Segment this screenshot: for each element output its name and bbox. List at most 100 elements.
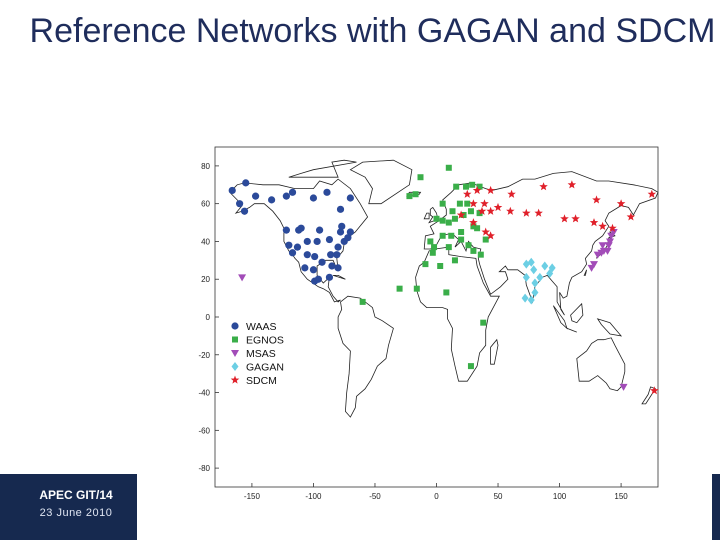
station-point-egnos (470, 247, 477, 254)
station-point-waas (315, 226, 324, 234)
station-point-egnos (449, 208, 456, 215)
station-point-gagan (527, 257, 535, 267)
station-point-sdcm (534, 208, 543, 217)
station-point-egnos (413, 285, 420, 292)
landmass-outline (576, 337, 626, 392)
station-point-sdcm (456, 210, 466, 219)
footer-panel (0, 474, 137, 540)
station-point-waas (309, 266, 318, 274)
station-point-egnos (480, 319, 487, 326)
landmass-outline (337, 295, 394, 418)
station-point-egnos (439, 200, 446, 207)
station-point-waas (318, 258, 326, 266)
legend-label-sdcm: SDCM (246, 375, 277, 387)
station-point-waas (311, 252, 319, 261)
station-point-sdcm (480, 199, 489, 208)
station-point-egnos (443, 289, 450, 296)
series-msas (238, 229, 628, 391)
landmass-outline (641, 386, 657, 405)
station-point-egnos (474, 225, 481, 232)
station-point-sdcm (608, 223, 617, 232)
x-tick-label: 50 (494, 492, 503, 500)
station-point-sdcm (616, 199, 626, 208)
station-point-sdcm (507, 189, 516, 198)
station-markers (228, 164, 659, 395)
station-point-egnos (476, 210, 483, 217)
station-point-waas (336, 228, 345, 236)
station-point-sdcm (506, 206, 515, 215)
station-point-egnos (439, 217, 446, 224)
station-point-msas (590, 261, 599, 269)
y-tick-label: -80 (198, 464, 210, 473)
station-point-egnos (470, 223, 477, 230)
station-point-waas (303, 251, 311, 259)
legend-label-gagan: GAGAN (246, 362, 284, 374)
station-point-gagan (530, 265, 538, 275)
station-point-msas (587, 264, 596, 272)
station-point-egnos (463, 183, 470, 190)
station-point-egnos (467, 208, 474, 215)
station-point-gagan (546, 269, 554, 279)
station-point-sdcm (477, 206, 487, 215)
station-point-egnos (422, 261, 429, 268)
station-point-waas (325, 273, 334, 281)
station-point-sdcm (598, 221, 607, 230)
y-tick-label: 60 (201, 200, 210, 209)
station-point-waas (313, 237, 321, 246)
station-point-sdcm (486, 231, 495, 240)
legend-label-waas: WAAS (246, 321, 277, 333)
station-point-msas (598, 242, 607, 250)
station-point-egnos (427, 238, 434, 245)
station-point-egnos (433, 215, 440, 222)
station-point-egnos (396, 285, 403, 292)
legend-marker-egnos (232, 336, 238, 343)
station-point-egnos (453, 183, 460, 190)
station-point-gagan (531, 287, 539, 297)
landmass-outline (583, 269, 587, 276)
station-point-gagan (527, 295, 535, 305)
station-point-egnos (464, 200, 471, 207)
station-point-sdcm (472, 185, 482, 195)
station-point-egnos (482, 236, 489, 243)
station-point-waas (228, 186, 236, 195)
station-point-sdcm (650, 386, 659, 395)
station-point-egnos (445, 244, 452, 251)
y-tick-label: -20 (198, 351, 210, 360)
station-point-sdcm (522, 208, 531, 217)
station-point-waas (334, 264, 342, 272)
station-point-msas (238, 274, 247, 282)
slide-title: Reference Networks with GAGAN and SDCM (29, 12, 716, 50)
station-point-gagan (522, 272, 530, 282)
station-point-waas (301, 264, 309, 272)
station-point-egnos (451, 215, 458, 222)
station-point-egnos (431, 244, 438, 251)
station-point-sdcm (481, 227, 490, 236)
station-point-gagan (536, 272, 544, 282)
x-tick-label: 150 (614, 492, 628, 500)
station-point-waas (344, 234, 352, 242)
station-point-egnos (429, 249, 436, 256)
station-point-waas (334, 243, 342, 251)
station-point-gagan (541, 261, 549, 271)
station-point-egnos (458, 236, 465, 243)
landmass-outline (229, 178, 369, 303)
series-gagan (521, 257, 556, 305)
station-point-sdcm (486, 206, 495, 215)
landmass-outline (490, 338, 499, 365)
station-point-msas (609, 229, 618, 236)
station-point-egnos (439, 232, 446, 239)
footer-code: APEC GIT/14 (39, 488, 113, 502)
station-point-egnos (451, 257, 458, 264)
station-point-sdcm (589, 218, 599, 227)
y-tick-label: -40 (198, 389, 210, 398)
legend-marker-sdcm (230, 375, 240, 384)
station-point-egnos (458, 229, 465, 235)
y-tick-label: 40 (201, 237, 210, 246)
station-point-waas (288, 249, 297, 257)
legend-marker-gagan (231, 362, 239, 371)
station-point-sdcm (567, 180, 577, 189)
landmass-outline (596, 318, 623, 337)
station-point-egnos (465, 242, 472, 249)
station-point-waas (242, 179, 250, 187)
